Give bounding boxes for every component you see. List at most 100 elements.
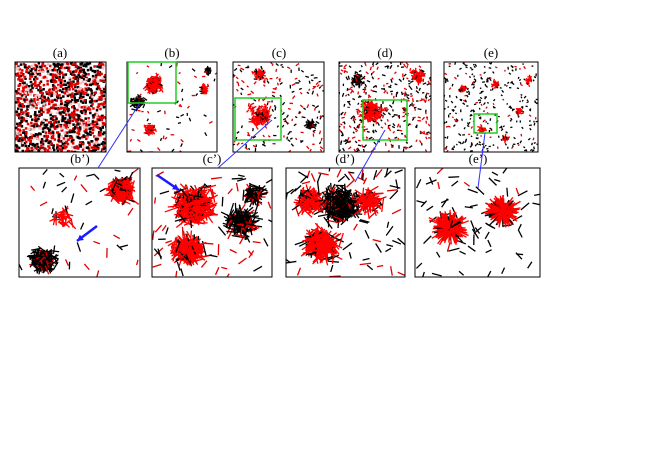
particle (72, 119, 76, 122)
particle (513, 136, 516, 140)
particle (155, 72, 159, 77)
particle (30, 185, 36, 192)
particle (73, 150, 77, 152)
particle (21, 99, 25, 102)
particle (469, 109, 473, 113)
particle (387, 124, 391, 127)
particle (30, 106, 34, 109)
particle (29, 140, 32, 144)
particle (247, 131, 250, 136)
particle (480, 124, 483, 129)
particle (489, 127, 493, 131)
particle (77, 87, 81, 91)
particle (101, 114, 104, 118)
particle (181, 226, 184, 239)
particle (85, 93, 89, 96)
particle (478, 141, 481, 144)
particle (291, 83, 296, 86)
particle (492, 103, 495, 106)
particle (27, 106, 31, 110)
particle (26, 114, 29, 117)
particle (490, 129, 493, 132)
particle (405, 94, 410, 96)
particle (139, 149, 143, 152)
particle (428, 82, 431, 86)
particle (98, 96, 101, 99)
particle (27, 98, 31, 102)
particle (46, 83, 49, 86)
particle (87, 88, 91, 91)
particle (91, 122, 95, 126)
particle (17, 78, 20, 81)
particle (76, 92, 79, 95)
particle (42, 251, 51, 263)
particle (283, 119, 287, 123)
particle (67, 121, 70, 124)
particle (82, 119, 85, 123)
particle (227, 221, 234, 230)
particle (375, 107, 380, 111)
particle (16, 107, 20, 110)
particle (126, 187, 133, 200)
particle (63, 131, 66, 135)
particle (67, 66, 71, 69)
particle (52, 88, 56, 92)
particle (78, 105, 81, 108)
particle (59, 85, 63, 88)
particle (74, 89, 78, 93)
particle (256, 113, 260, 118)
particle (42, 121, 45, 124)
particle (52, 67, 56, 71)
particle (418, 68, 422, 72)
particle (468, 121, 471, 124)
particle (44, 131, 48, 134)
particle (93, 240, 101, 245)
particle (19, 74, 23, 78)
particle (33, 99, 36, 103)
particle (205, 207, 217, 216)
particle (455, 95, 458, 99)
particle (100, 62, 103, 65)
particle (29, 73, 32, 76)
particle (21, 69, 24, 72)
snapshot (126, 61, 218, 153)
particle (489, 78, 492, 82)
particle (85, 121, 88, 125)
particle (62, 73, 65, 77)
particle (84, 128, 88, 132)
particle (254, 111, 259, 117)
particle (475, 101, 479, 104)
particle (59, 215, 72, 220)
particle (102, 140, 105, 144)
particle (15, 149, 18, 152)
particle (281, 65, 284, 69)
particle (16, 124, 20, 127)
particle (149, 126, 154, 129)
particle (81, 148, 85, 152)
particle (74, 125, 77, 129)
particle (56, 62, 60, 66)
particle (351, 82, 354, 86)
particle (290, 143, 295, 147)
particle (76, 80, 80, 83)
particle (68, 76, 71, 80)
particle (37, 95, 41, 99)
particle (516, 142, 520, 145)
particle (86, 68, 90, 72)
particle (51, 106, 54, 110)
particle (84, 135, 88, 138)
particle (53, 209, 66, 216)
particle (392, 123, 396, 127)
particle (315, 81, 319, 86)
particle (74, 62, 77, 65)
particle (87, 141, 90, 144)
particle (33, 145, 36, 148)
particle (461, 118, 463, 121)
particle (33, 149, 37, 152)
particle (310, 79, 314, 82)
particle (247, 102, 250, 107)
particle (528, 114, 532, 117)
particle (38, 125, 42, 128)
particle (70, 105, 74, 109)
particle (146, 118, 149, 122)
